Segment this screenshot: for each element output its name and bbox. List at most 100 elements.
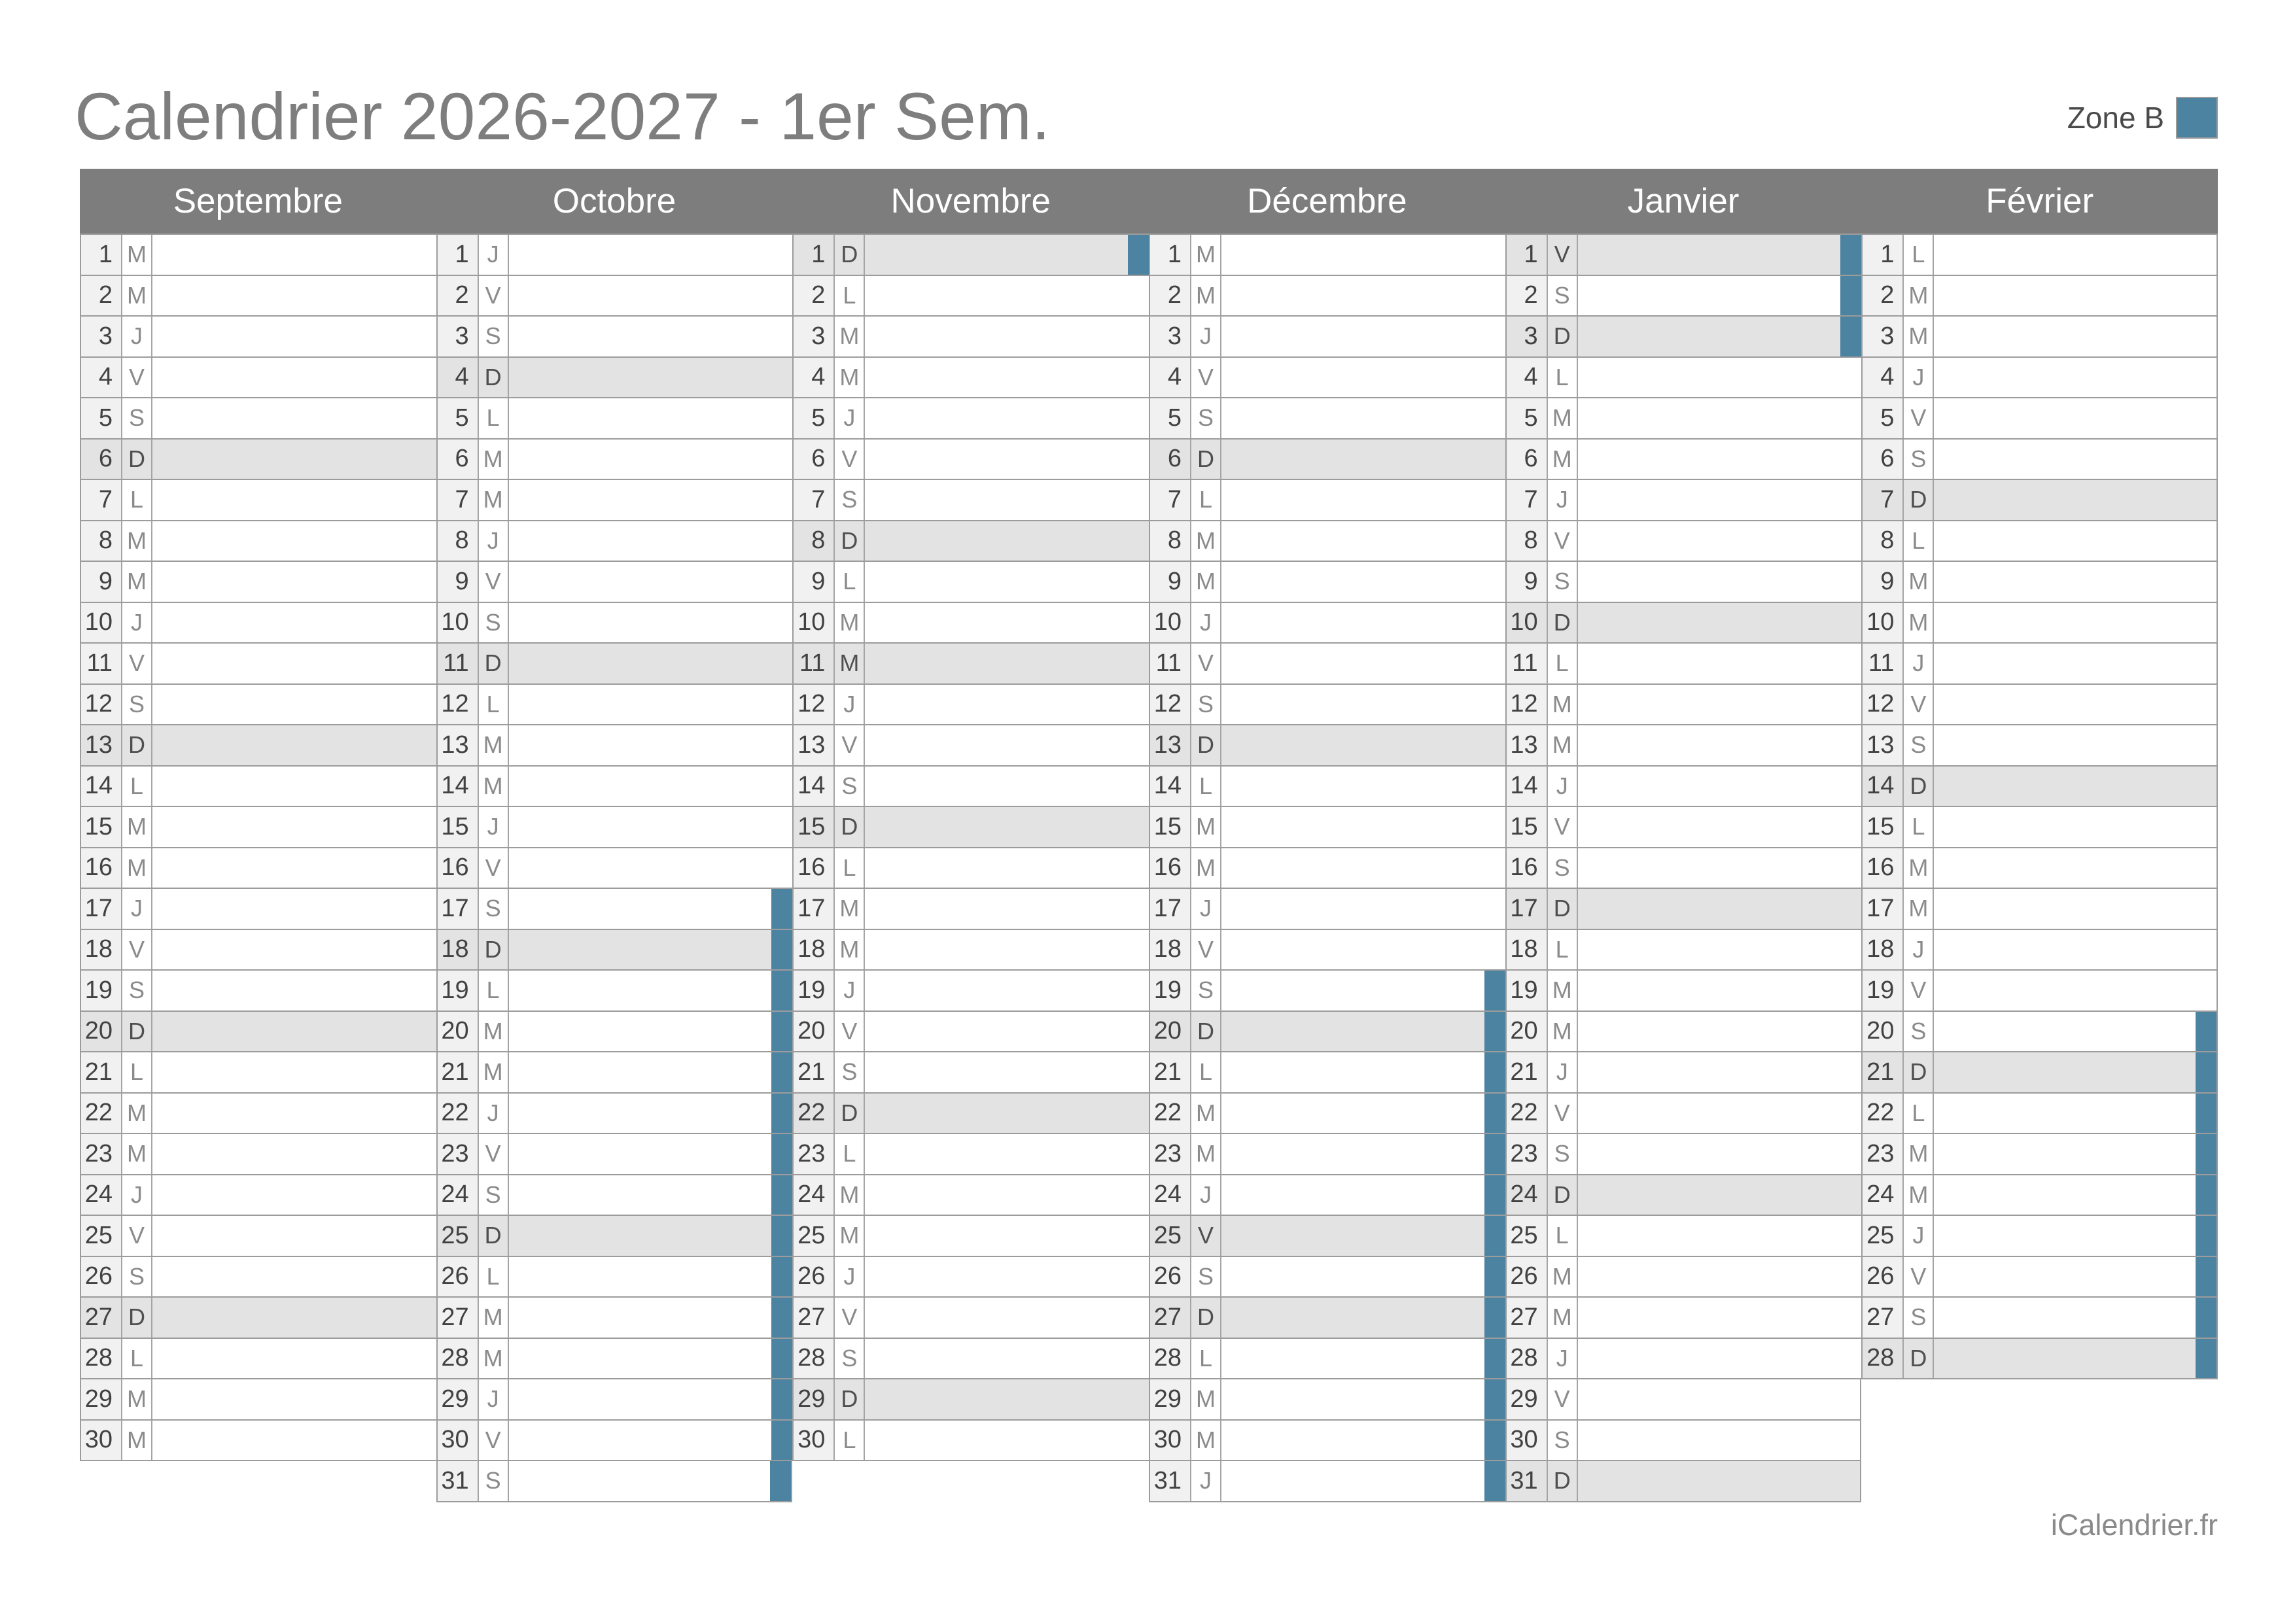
day-row-octobre-15: 15 J xyxy=(436,807,793,848)
weekday-letter: M xyxy=(1904,1134,1935,1174)
day-row-janvier-13: 13 M xyxy=(1505,725,1862,767)
day-row-octobre-25: 25 D xyxy=(436,1216,793,1257)
day-row-septembre-23: 23 M xyxy=(80,1134,436,1175)
day-notes-space xyxy=(508,235,793,275)
day-notes-space xyxy=(1221,317,1505,356)
day-notes-space xyxy=(152,644,436,683)
school-vacation-bar xyxy=(1484,1420,1505,1460)
weekday-letter: V xyxy=(1547,1093,1578,1133)
day-number: 8 xyxy=(81,521,122,561)
weekday-letter: V xyxy=(1904,971,1935,1011)
day-row-decembre-29: 29 M xyxy=(1149,1379,1505,1421)
day-notes-space xyxy=(1934,1175,2217,1215)
day-number: 9 xyxy=(794,562,835,602)
day-notes-space xyxy=(152,1175,436,1215)
day-number: 7 xyxy=(794,480,835,520)
day-number: 26 xyxy=(794,1256,835,1296)
day-notes-space xyxy=(1934,1093,2217,1133)
day-notes-space xyxy=(1221,562,1505,602)
day-row-novembre-18: 18 M xyxy=(792,929,1149,971)
weekday-letter: L xyxy=(478,971,509,1011)
day-notes-space xyxy=(865,1256,1149,1296)
weekday-letter: J xyxy=(122,602,152,642)
weekday-letter: M xyxy=(122,1134,152,1174)
weekday-letter: M xyxy=(478,1338,509,1378)
weekday-letter: M xyxy=(478,1298,509,1338)
day-number: 16 xyxy=(794,848,835,888)
day-row-fevrier-11: 11 J xyxy=(1861,644,2218,685)
day-notes-space xyxy=(152,357,436,397)
school-vacation-bar xyxy=(1484,1461,1505,1501)
day-row-fevrier-26: 26 V xyxy=(1861,1256,2218,1298)
day-number: 1 xyxy=(794,235,835,275)
day-number: 4 xyxy=(1863,357,1904,397)
weekday-letter: L xyxy=(1547,357,1578,397)
day-row-novembre-23: 23 L xyxy=(792,1134,1149,1175)
day-row-decembre-24: 24 J xyxy=(1149,1175,1505,1216)
school-vacation-bar xyxy=(1840,235,1862,275)
weekday-letter: M xyxy=(1191,1134,1222,1174)
weekday-letter: D xyxy=(1904,1052,1935,1092)
weekday-letter: S xyxy=(478,1461,509,1501)
day-row-septembre-25: 25 V xyxy=(80,1216,436,1257)
weekday-letter: J xyxy=(1547,1052,1578,1092)
month-header-novembre: Novembre xyxy=(890,182,1051,220)
day-row-novembre-27: 27 V xyxy=(792,1298,1149,1339)
day-row-decembre-15: 15 M xyxy=(1149,807,1505,848)
day-number: 15 xyxy=(1150,807,1192,847)
day-number: 2 xyxy=(794,275,835,315)
school-vacation-bar xyxy=(771,889,793,929)
day-number: 18 xyxy=(1150,929,1192,969)
day-number: 29 xyxy=(81,1379,122,1419)
day-row-novembre-14: 14 S xyxy=(792,766,1149,807)
day-number: 15 xyxy=(437,807,479,847)
day-notes-space xyxy=(1221,1420,1505,1460)
weekday-letter: D xyxy=(835,1379,866,1419)
day-number: 14 xyxy=(1506,766,1548,806)
day-notes-space xyxy=(152,1052,436,1092)
weekday-letter: L xyxy=(478,684,509,724)
school-vacation-bar xyxy=(771,1420,793,1460)
weekday-letter: V xyxy=(478,1420,509,1460)
day-number: 6 xyxy=(437,439,479,479)
day-notes-space xyxy=(1577,1052,1862,1092)
weekday-letter: M xyxy=(122,562,152,602)
weekday-letter: V xyxy=(122,1216,152,1256)
day-number: 18 xyxy=(437,929,479,969)
day-number: 2 xyxy=(437,275,479,315)
day-number: 2 xyxy=(1150,275,1192,315)
day-row-octobre-24: 24 S xyxy=(436,1175,793,1216)
day-notes-space xyxy=(152,725,436,765)
weekday-letter: J xyxy=(122,1175,152,1215)
day-notes-space xyxy=(508,1175,793,1215)
day-number: 25 xyxy=(1506,1216,1548,1256)
day-notes-space xyxy=(1577,1256,1862,1296)
weekday-letter: D xyxy=(835,807,866,847)
month-column-novembre: 1 D 2 L 3 M 4 M 5 J 6 V 7 S 8 D 9 L 10 M 11 M 12 J 13 V 14 S 15 D 16 L 1… xyxy=(792,235,1149,1461)
day-number: 27 xyxy=(1150,1298,1192,1338)
day-number: 25 xyxy=(1863,1216,1904,1256)
weekday-letter: V xyxy=(1191,357,1222,397)
weekday-letter: J xyxy=(1904,1216,1935,1256)
day-notes-space xyxy=(508,1011,793,1051)
day-row-novembre-17: 17 M xyxy=(792,889,1149,930)
page-title: Calendrier 2026-2027 - 1er Sem. xyxy=(75,79,1051,154)
day-number: 16 xyxy=(81,848,122,888)
school-vacation-bar xyxy=(1484,1216,1505,1256)
weekday-letter: D xyxy=(1191,1298,1222,1338)
day-row-fevrier-20: 20 S xyxy=(1861,1011,2218,1052)
school-vacation-bar xyxy=(1484,1256,1505,1296)
day-notes-space xyxy=(508,1298,793,1338)
day-notes-space xyxy=(1577,1420,1861,1460)
weekday-letter: M xyxy=(478,725,509,765)
weekday-letter: L xyxy=(1904,235,1935,275)
weekday-letter: M xyxy=(1191,521,1222,561)
school-vacation-bar xyxy=(771,1379,793,1419)
month-header-septembre: Septembre xyxy=(173,182,343,220)
